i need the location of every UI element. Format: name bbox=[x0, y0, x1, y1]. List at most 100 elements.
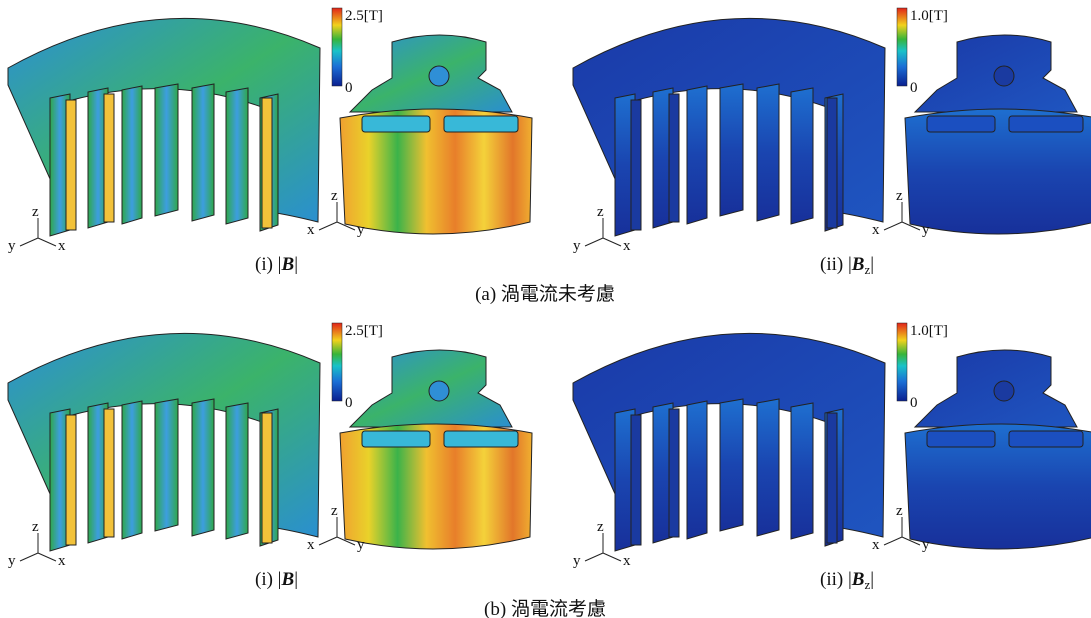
axis-z: z bbox=[32, 519, 39, 535]
row-caption: (b) 渦電流考慮 bbox=[484, 598, 606, 618]
axis-z: z bbox=[331, 188, 338, 204]
tooth-edge bbox=[66, 100, 76, 230]
tooth bbox=[122, 86, 142, 224]
tooth-edge bbox=[262, 98, 272, 228]
axis-x: x bbox=[623, 238, 631, 254]
magnet bbox=[1009, 116, 1083, 132]
tooth bbox=[226, 88, 248, 224]
axis-x: x bbox=[58, 553, 66, 569]
axis-z: z bbox=[896, 503, 903, 519]
axis-x: x bbox=[58, 238, 66, 254]
tooth bbox=[192, 84, 214, 221]
simulation-left: z y x bbox=[8, 333, 320, 569]
caption-suffix: | bbox=[294, 569, 298, 590]
tooth bbox=[757, 399, 779, 536]
axis-y: y bbox=[573, 238, 581, 254]
axis-z: z bbox=[597, 519, 604, 535]
caption-prefix: (ii) | bbox=[820, 254, 852, 275]
colorbar bbox=[332, 323, 342, 401]
figure-row: zyx2.5[T]0zxy(i) |B|zyx1.0[T]0zxy(ii) |B… bbox=[8, 323, 1091, 618]
tooth bbox=[791, 403, 813, 539]
axis-z: z bbox=[331, 503, 338, 519]
row-caption: (a) 渦電流未考慮 bbox=[475, 283, 615, 305]
axis-x: x bbox=[623, 553, 631, 569]
axis-z: z bbox=[32, 204, 39, 220]
simulation-left: z y x bbox=[573, 333, 885, 569]
bolt-hole bbox=[994, 66, 1014, 86]
tooth bbox=[720, 399, 743, 531]
caption-prefix: (ii) | bbox=[820, 569, 852, 590]
tooth bbox=[155, 84, 178, 216]
magnet bbox=[1009, 431, 1083, 447]
caption-suffix: | bbox=[870, 569, 874, 590]
tooth-edge bbox=[631, 100, 641, 230]
magnet bbox=[444, 431, 518, 447]
colorbar-max: 1.0[T] bbox=[910, 323, 948, 339]
axis-y: y bbox=[573, 553, 581, 569]
simulation-left: z y x bbox=[8, 18, 320, 254]
tooth bbox=[226, 403, 248, 539]
axis-x: x bbox=[307, 222, 315, 238]
subfigure-caption: (i) |B| bbox=[255, 569, 298, 590]
tooth-edge bbox=[827, 413, 837, 543]
magnet bbox=[362, 116, 430, 132]
subfigure-caption: (i) |B| bbox=[255, 254, 298, 275]
bolt-hole bbox=[429, 381, 449, 401]
axis-y: y bbox=[357, 537, 365, 553]
subfigure-caption: (ii) |Bz| bbox=[820, 254, 874, 277]
tooth bbox=[192, 399, 214, 536]
tooth bbox=[155, 399, 178, 531]
tooth-edge bbox=[66, 415, 76, 545]
axis-x: x bbox=[872, 537, 880, 553]
tooth bbox=[757, 84, 779, 221]
tooth bbox=[720, 84, 743, 216]
caption-prefix: (i) | bbox=[255, 569, 282, 590]
tooth bbox=[791, 88, 813, 224]
tooth-edge bbox=[631, 415, 641, 545]
tooth-edge bbox=[669, 94, 679, 222]
axis-y: y bbox=[357, 222, 365, 238]
caption-suffix: | bbox=[294, 254, 298, 275]
simulation-left: z y x bbox=[573, 18, 885, 254]
colorbar-min: 0 bbox=[345, 80, 353, 96]
colorbar-max: 2.5[T] bbox=[345, 8, 383, 24]
magnet bbox=[362, 431, 430, 447]
axis-z: z bbox=[597, 204, 604, 220]
tooth bbox=[122, 401, 142, 539]
colorbar-min: 0 bbox=[910, 80, 918, 96]
axis-y: y bbox=[8, 553, 16, 569]
bolt-hole bbox=[994, 381, 1014, 401]
axis-z: z bbox=[896, 188, 903, 204]
tooth-edge bbox=[262, 413, 272, 543]
axis-y: y bbox=[922, 537, 930, 553]
colorbar-max: 2.5[T] bbox=[345, 323, 383, 339]
tooth-edge bbox=[827, 98, 837, 228]
colorbar-min: 0 bbox=[345, 395, 353, 411]
caption-symbol: B bbox=[851, 569, 865, 590]
caption-prefix: (i) | bbox=[255, 254, 282, 275]
colorbar bbox=[897, 323, 907, 401]
tooth bbox=[687, 401, 707, 539]
caption-symbol: B bbox=[281, 254, 295, 275]
magnet bbox=[444, 116, 518, 132]
tooth-edge bbox=[104, 94, 114, 222]
subfigure-caption: (ii) |Bz| bbox=[820, 569, 874, 592]
colorbar bbox=[332, 8, 342, 86]
figure: zyx2.5[T]0zxy(i) |B|zyx1.0[T]0zxy(ii) |B… bbox=[0, 0, 1091, 618]
bolt-hole bbox=[429, 66, 449, 86]
axis-y: y bbox=[8, 238, 16, 254]
magnet bbox=[927, 116, 995, 132]
caption-suffix: | bbox=[870, 254, 874, 275]
axis-x: x bbox=[872, 222, 880, 238]
colorbar bbox=[897, 8, 907, 86]
colorbar-max: 1.0[T] bbox=[910, 8, 948, 24]
colorbar-min: 0 bbox=[910, 395, 918, 411]
caption-symbol: B bbox=[281, 569, 295, 590]
caption-symbol: B bbox=[851, 254, 865, 275]
tooth-edge bbox=[669, 409, 679, 537]
axis-x: x bbox=[307, 537, 315, 553]
axis-y: y bbox=[922, 222, 930, 238]
tooth bbox=[687, 86, 707, 224]
magnet bbox=[927, 431, 995, 447]
